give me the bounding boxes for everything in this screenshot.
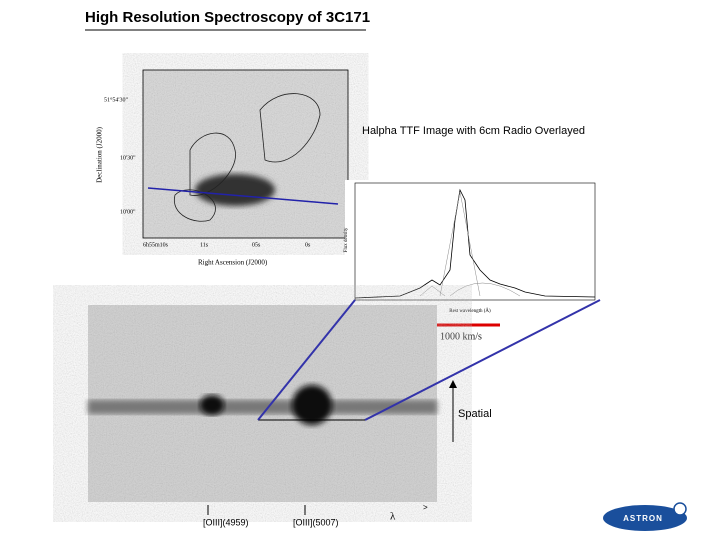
x-tick: 11s: [200, 242, 209, 248]
continuum: [88, 400, 437, 414]
lambda-arrow: >: [423, 503, 428, 512]
spectrum-line: [354, 188, 596, 299]
caption-text: Halpha TTF Image with 6cm Radio Overlaye…: [362, 125, 585, 137]
x-label: Right Ascension (J2000): [198, 259, 268, 267]
x-tick: 05s: [252, 242, 261, 248]
line-5007: [292, 385, 332, 425]
y-tick: 10'30": [120, 155, 136, 161]
lambda: λ: [390, 511, 396, 523]
y-tick: 51°54'30": [104, 96, 128, 103]
spectrum-panel: [345, 180, 603, 320]
y-label: Declination (J2000): [96, 126, 104, 182]
x-tick: 6h55m10s: [143, 242, 169, 248]
logo: [603, 505, 687, 531]
spatial-label: Spatial: [458, 408, 492, 420]
zoom-line: [257, 299, 356, 421]
radio-frame: [142, 69, 349, 239]
galaxy: [195, 174, 275, 206]
title: High Resolution Spectroscopy of 3C171: [85, 9, 370, 26]
spectrum-x-label: Rest wavelength (Å): [449, 308, 491, 314]
line-label: [OIII](4959): [203, 517, 249, 527]
spectrum-y-label: Flux density: [344, 227, 349, 252]
radio-noise: [143, 70, 348, 238]
radio-contours: [174, 93, 321, 222]
logo-dot: [673, 502, 687, 516]
line-label: [OIII](5007): [293, 517, 339, 527]
spectrum-frame: [354, 182, 596, 301]
logo-text: ASTRON: [623, 514, 663, 523]
caption: Halpha TTF Image with 6cm Radio Overlaye…: [362, 125, 585, 137]
spectrum-fit: [419, 191, 521, 297]
line-4959: [200, 395, 224, 415]
arrow-head: [449, 380, 457, 388]
zoom-line: [364, 299, 601, 421]
y-tick: 10'00": [120, 209, 136, 215]
slit-line: [147, 187, 339, 205]
scale-label: 1000 km/s: [440, 331, 482, 342]
x-tick: 0s: [305, 242, 311, 248]
